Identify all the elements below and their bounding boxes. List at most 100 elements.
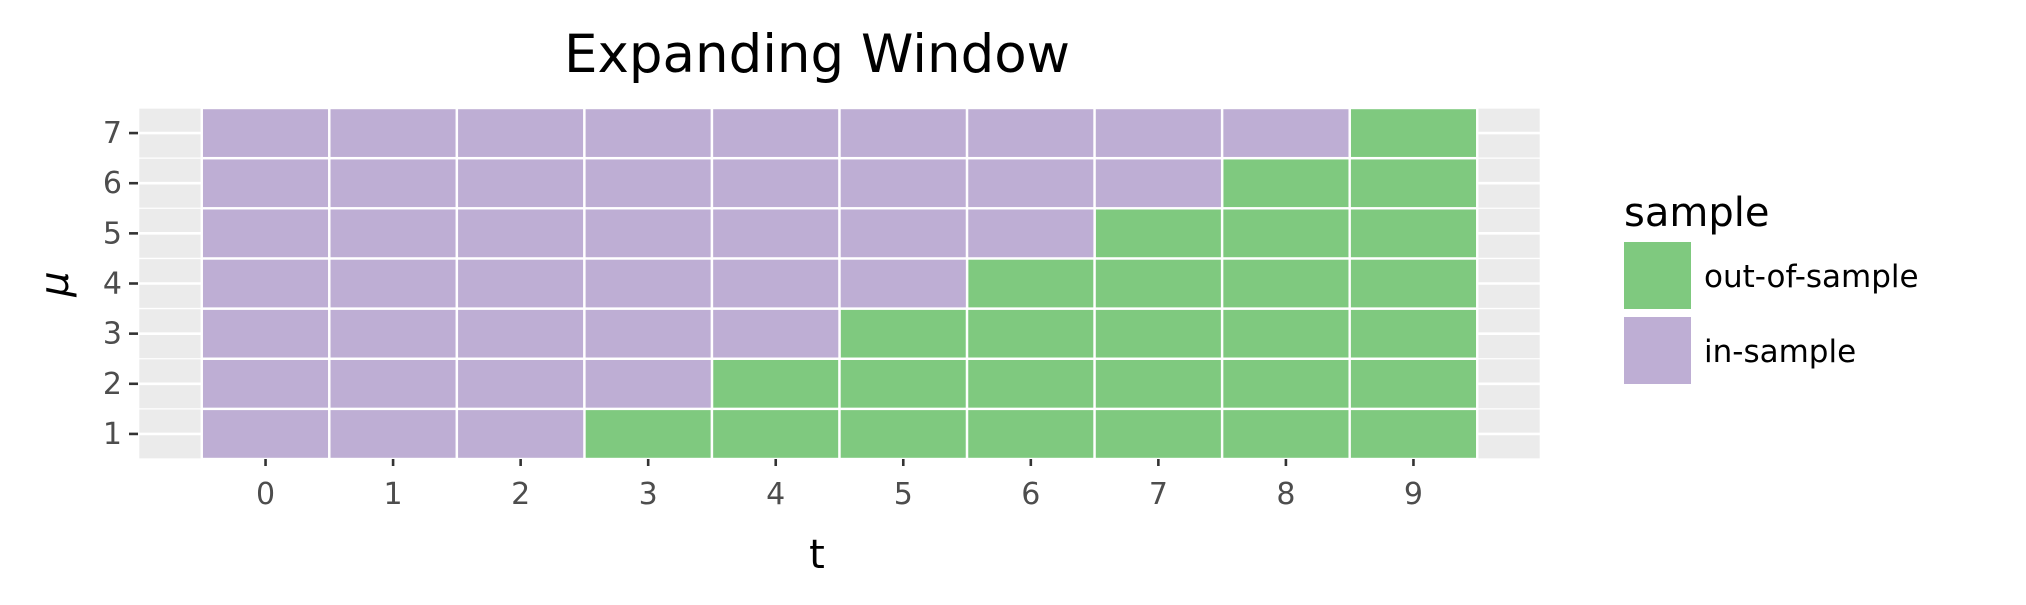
tile-in-sample-t2-mu2 xyxy=(455,357,586,411)
legend-key-out-of-sample xyxy=(1624,242,1691,309)
x-tick-label: 5 xyxy=(894,477,913,512)
x-tick-label: 8 xyxy=(1276,477,1295,512)
x-tick-label: 1 xyxy=(384,477,403,512)
tile-in-sample-t7-mu6 xyxy=(1093,156,1224,210)
x-axis: 0 1 2 3 4 5 6 7 8 9 xyxy=(256,459,1423,512)
tile-in-sample-t1-mu4 xyxy=(328,257,459,310)
tile-in-sample-t3-mu3 xyxy=(583,307,714,360)
tile-out-of-sample-t7-mu5 xyxy=(1093,207,1224,260)
tile-in-sample-t3-mu2 xyxy=(583,357,714,411)
tile-in-sample-t0-mu5 xyxy=(200,207,331,260)
legend-key-in-sample xyxy=(1624,317,1691,384)
tile-out-of-sample-t8-mu3 xyxy=(1220,307,1351,360)
tile-in-sample-t0-mu6 xyxy=(200,156,331,210)
tile-in-sample-t1-mu6 xyxy=(328,156,459,210)
tile-out-of-sample-t7-mu4 xyxy=(1093,257,1224,310)
x-tick-label: 6 xyxy=(1021,477,1040,512)
tile-out-of-sample-t6-mu2 xyxy=(965,357,1096,411)
y-axis: 1 2 3 4 5 6 7 xyxy=(103,116,138,452)
tile-out-of-sample-t7-mu2 xyxy=(1093,357,1224,411)
tile-out-of-sample-t5-mu3 xyxy=(838,307,969,360)
tile-in-sample-t1-mu1 xyxy=(328,407,459,461)
x-tick-label: 9 xyxy=(1404,477,1423,512)
tile-in-sample-t6-mu5 xyxy=(965,207,1096,260)
tile-in-sample-t0-mu4 xyxy=(200,257,331,310)
tile-in-sample-t4-mu4 xyxy=(710,257,841,310)
tile-out-of-sample-t5-mu1 xyxy=(838,407,969,461)
y-tick-label: 4 xyxy=(103,267,122,302)
tile-in-sample-t1-mu7 xyxy=(328,106,459,160)
tile-out-of-sample-t5-mu2 xyxy=(838,357,969,411)
legend-title: sample xyxy=(1624,190,1769,236)
tile-out-of-sample-t9-mu4 xyxy=(1348,257,1479,310)
tile-out-of-sample-t9-mu5 xyxy=(1348,207,1479,260)
x-tick-label: 2 xyxy=(511,477,530,512)
tile-in-sample-t6-mu6 xyxy=(965,156,1096,210)
tile-out-of-sample-t8-mu1 xyxy=(1220,407,1351,461)
tile-out-of-sample-t8-mu5 xyxy=(1220,207,1351,260)
tile-in-sample-t0-mu1 xyxy=(200,407,331,461)
tile-in-sample-t5-mu7 xyxy=(838,106,969,160)
tile-out-of-sample-t9-mu3 xyxy=(1348,307,1479,360)
tile-out-of-sample-t8-mu6 xyxy=(1220,156,1351,210)
tile-out-of-sample-t6-mu3 xyxy=(965,307,1096,360)
tile-in-sample-t2-mu7 xyxy=(455,106,586,160)
tile-in-sample-t0-mu2 xyxy=(200,357,331,411)
tile-out-of-sample-t9-mu2 xyxy=(1348,357,1479,411)
legend-label-in-sample: in-sample xyxy=(1704,334,1856,370)
tile-in-sample-t5-mu4 xyxy=(838,257,969,310)
tile-in-sample-t3-mu6 xyxy=(583,156,714,210)
tile-out-of-sample-t9-mu6 xyxy=(1348,156,1479,210)
y-tick-label: 3 xyxy=(103,317,122,352)
legend-entries: out-of-sample in-sample xyxy=(1624,242,1919,384)
tile-out-of-sample-t6-mu1 xyxy=(965,407,1096,461)
tile-in-sample-t3-mu7 xyxy=(583,106,714,160)
tile-in-sample-t4-mu6 xyxy=(710,156,841,210)
tile-in-sample-t3-mu4 xyxy=(583,257,714,310)
y-tick-label: 1 xyxy=(103,417,122,452)
tile-in-sample-t2-mu5 xyxy=(455,207,586,260)
x-tick-label: 3 xyxy=(639,477,658,512)
tile-in-sample-t6-mu7 xyxy=(965,106,1096,160)
x-tick-label: 7 xyxy=(1149,477,1168,512)
tile-in-sample-t4-mu3 xyxy=(710,307,841,360)
tile-in-sample-t4-mu5 xyxy=(710,207,841,260)
tile-in-sample-t3-mu5 xyxy=(583,207,714,260)
tile-in-sample-t1-mu5 xyxy=(328,207,459,260)
legend-label-out-of-sample: out-of-sample xyxy=(1704,259,1919,295)
tile-out-of-sample-t6-mu4 xyxy=(965,257,1096,310)
tile-in-sample-t4-mu7 xyxy=(710,106,841,160)
y-tick-label: 7 xyxy=(103,116,122,151)
tile-out-of-sample-t7-mu1 xyxy=(1093,407,1224,461)
x-tick-label: 4 xyxy=(766,477,785,512)
tile-in-sample-t2-mu6 xyxy=(455,156,586,210)
tile-in-sample-t2-mu1 xyxy=(455,407,586,461)
y-tick-label: 2 xyxy=(103,367,122,402)
x-tick-label: 0 xyxy=(256,477,275,512)
tile-out-of-sample-t9-mu1 xyxy=(1348,407,1479,461)
tile-in-sample-t5-mu6 xyxy=(838,156,969,210)
heatmap-tiles xyxy=(200,106,1479,461)
tile-out-of-sample-t8-mu4 xyxy=(1220,257,1351,310)
tile-in-sample-t8-mu7 xyxy=(1220,106,1351,160)
tile-in-sample-t7-mu7 xyxy=(1093,106,1224,160)
tile-in-sample-t5-mu5 xyxy=(838,207,969,260)
tile-in-sample-t1-mu3 xyxy=(328,307,459,360)
tile-out-of-sample-t4-mu1 xyxy=(710,407,841,461)
tile-in-sample-t1-mu2 xyxy=(328,357,459,411)
tile-out-of-sample-t4-mu2 xyxy=(710,357,841,411)
legend: sample out-of-sample in-sample xyxy=(1624,190,1919,384)
y-tick-label: 5 xyxy=(103,216,122,251)
tile-in-sample-t0-mu3 xyxy=(200,307,331,360)
tile-in-sample-t0-mu7 xyxy=(200,106,331,160)
x-axis-title: t xyxy=(809,532,825,578)
tile-out-of-sample-t9-mu7 xyxy=(1348,106,1479,160)
y-tick-label: 6 xyxy=(103,166,122,201)
y-axis-title: μ xyxy=(32,271,78,297)
tile-in-sample-t2-mu3 xyxy=(455,307,586,360)
tile-out-of-sample-t7-mu3 xyxy=(1093,307,1224,360)
tile-out-of-sample-t8-mu2 xyxy=(1220,357,1351,411)
tile-in-sample-t2-mu4 xyxy=(455,257,586,310)
tile-out-of-sample-t3-mu1 xyxy=(583,407,714,461)
